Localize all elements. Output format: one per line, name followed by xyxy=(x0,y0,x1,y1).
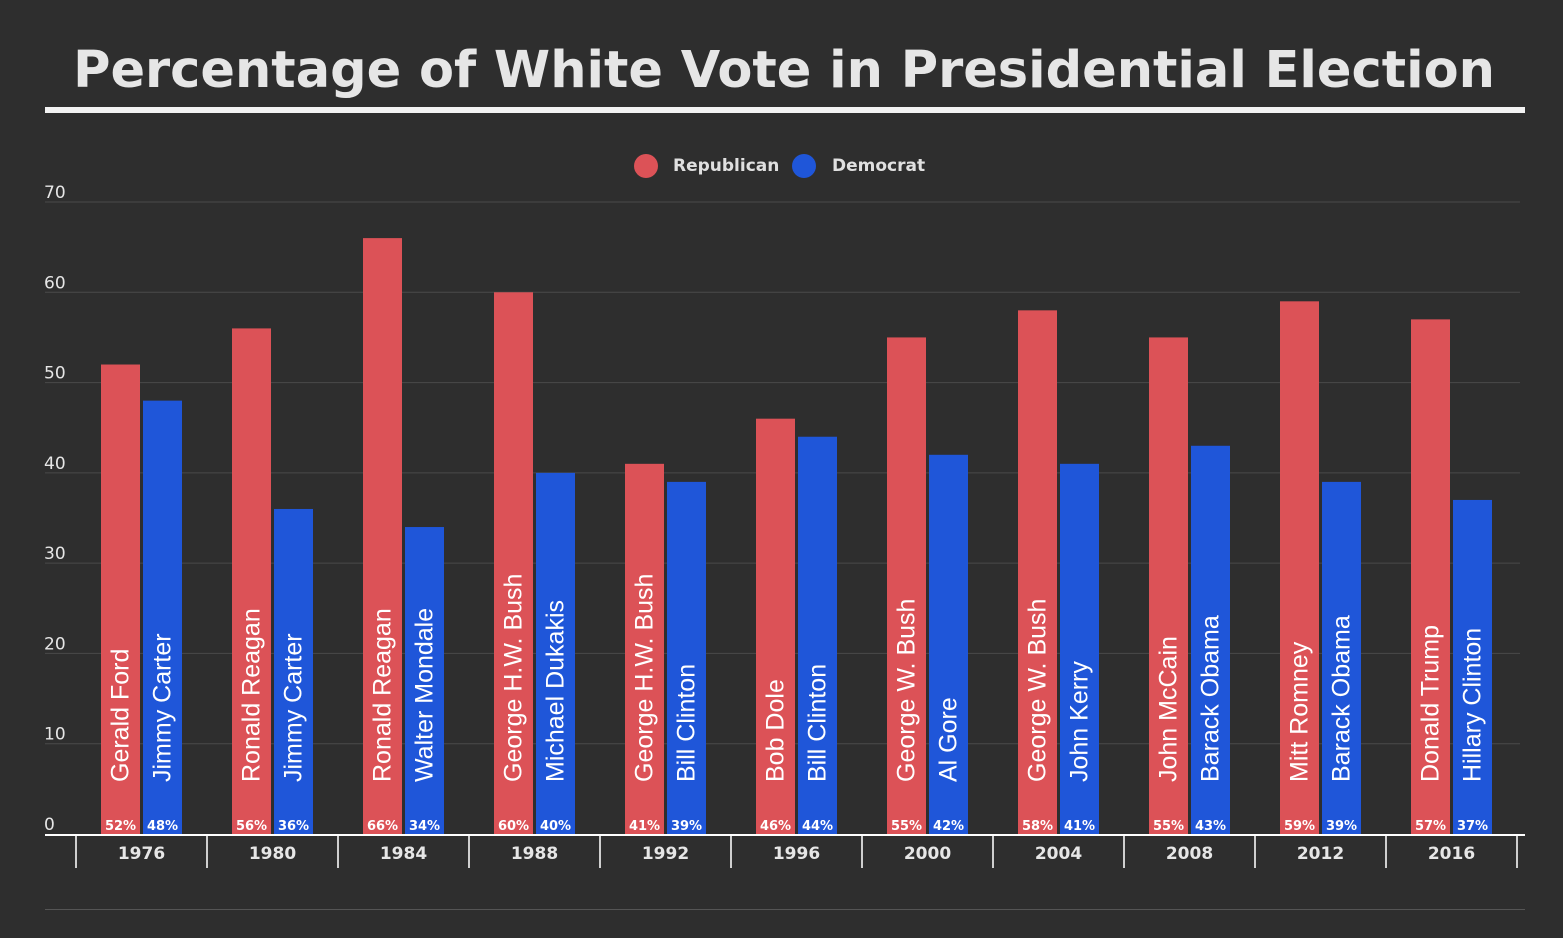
y-tick-label: 20 xyxy=(44,634,66,654)
bar-democrat xyxy=(1322,481,1361,834)
bar-candidate-label: George H.W. Bush xyxy=(500,574,528,782)
bar-value-label: 59% xyxy=(1284,819,1315,834)
bar-republican xyxy=(1018,310,1057,834)
bar-value-label: 42% xyxy=(933,819,964,834)
y-tick-label: 70 xyxy=(44,183,66,203)
bar-value-label: 37% xyxy=(1457,819,1488,834)
bar-candidate-label: George W. Bush xyxy=(1024,599,1052,782)
bar-candidate-label: Bill Clinton xyxy=(673,664,701,782)
bar-republican xyxy=(101,364,140,834)
bar-value-label: 60% xyxy=(498,819,529,834)
title-underline xyxy=(45,107,1525,113)
bar-candidate-label: Bill Clinton xyxy=(804,664,832,782)
bar-candidate-label: Al Gore xyxy=(935,697,963,782)
bar-value-label: 39% xyxy=(671,819,702,834)
bar-candidate-label: Ronald Reagan xyxy=(369,608,397,782)
bar-republican xyxy=(1411,319,1450,834)
bar-value-label: 34% xyxy=(409,819,440,834)
bar-democrat xyxy=(1060,463,1099,834)
bar-value-label: 58% xyxy=(1022,819,1053,834)
bar-republican xyxy=(1280,301,1319,834)
bar-republican xyxy=(232,328,271,834)
chart-title: Percentage of White Vote in Presidential… xyxy=(73,41,1495,100)
legend-republican-label: Republican xyxy=(673,156,779,176)
bar-democrat xyxy=(405,527,444,834)
bar-value-label: 39% xyxy=(1326,819,1357,834)
bar-value-label: 44% xyxy=(802,819,833,834)
bar-candidate-label: John Kerry xyxy=(1066,661,1094,782)
bottom-rule xyxy=(45,909,1525,910)
x-axis: 1976 1980 1984 1988 1992 1996 2000 2004 2008 2012… xyxy=(45,834,1525,868)
bar-democrat xyxy=(536,472,575,834)
bar-candidate-label: George W. Bush xyxy=(893,599,921,782)
bar-candidate-label: John McCain xyxy=(1155,636,1183,782)
bar-value-label: 56% xyxy=(236,819,267,834)
bar-democrat xyxy=(274,508,313,834)
bar-democrat xyxy=(1191,445,1230,834)
bar-candidate-label: Donald Trump xyxy=(1417,625,1445,782)
bar-value-label: 41% xyxy=(1064,819,1095,834)
bar-candidate-label: George H.W. Bush xyxy=(631,574,659,782)
x-tick-label: 1988 xyxy=(511,844,558,864)
bar-value-label: 36% xyxy=(278,819,309,834)
x-tick-label: 1992 xyxy=(642,844,689,864)
x-tick-label: 1980 xyxy=(249,844,296,864)
y-tick-label: 10 xyxy=(44,725,66,745)
bar-value-label: 48% xyxy=(147,819,178,834)
x-tick-label: 2016 xyxy=(1428,844,1475,864)
bar-republican xyxy=(363,238,402,835)
bar-value-label: 40% xyxy=(540,819,571,834)
bar-candidate-label: Bob Dole xyxy=(762,679,790,782)
bar-candidate-label: Ronald Reagan xyxy=(238,608,266,782)
bar-value-label: 55% xyxy=(891,819,922,834)
bar-candidate-label: Barack Obama xyxy=(1197,615,1225,782)
bar-candidate-label: Walter Mondale xyxy=(411,608,439,782)
y-axis-ticks: 0 10 20 30 40 50 60 70 xyxy=(44,183,66,835)
bars: Gerald Ford 52% Jimmy Carter 48% Ronald Reag… xyxy=(101,238,1492,835)
bar-republican xyxy=(1149,337,1188,834)
bar-democrat xyxy=(667,481,706,834)
legend-democrat-label: Democrat xyxy=(832,156,925,176)
bar-candidate-label: Barack Obama xyxy=(1328,615,1356,782)
bar-candidate-label: Michael Dukakis xyxy=(542,600,570,782)
bar-democrat xyxy=(798,436,837,834)
bar-democrat xyxy=(1453,499,1492,834)
x-tick-label: 1984 xyxy=(380,844,427,864)
legend: Republican Democrat xyxy=(634,154,925,178)
x-tick-label: 1976 xyxy=(118,844,165,864)
y-tick-label: 60 xyxy=(44,273,66,293)
bar-candidate-label: Mitt Romney xyxy=(1286,641,1314,782)
x-tick-label: 2008 xyxy=(1166,844,1213,864)
bar-candidate-label: Jimmy Carter xyxy=(149,633,177,782)
bar-republican xyxy=(887,337,926,834)
bar-value-label: 52% xyxy=(105,819,136,834)
bar-candidate-label: Gerald Ford xyxy=(107,649,135,782)
x-tick-label: 2012 xyxy=(1297,844,1344,864)
legend-republican-marker xyxy=(634,154,658,178)
bar-republican xyxy=(494,292,533,834)
legend-democrat-marker xyxy=(792,154,816,178)
y-tick-label: 0 xyxy=(44,815,55,835)
bar-value-label: 41% xyxy=(629,819,660,834)
bar-republican xyxy=(756,418,795,834)
x-tick-label: 2000 xyxy=(904,844,951,864)
y-tick-label: 40 xyxy=(44,454,66,474)
y-tick-label: 50 xyxy=(44,364,66,384)
bar-value-label: 57% xyxy=(1415,819,1446,834)
x-tick-label: 1996 xyxy=(773,844,820,864)
bar-value-label: 55% xyxy=(1153,819,1184,834)
bar-democrat xyxy=(929,454,968,834)
y-tick-label: 30 xyxy=(44,544,66,564)
bar-candidate-label: Jimmy Carter xyxy=(280,633,308,782)
bar-value-label: 43% xyxy=(1195,819,1226,834)
x-tick-label: 2004 xyxy=(1035,844,1082,864)
bar-candidate-label: Hillary Clinton xyxy=(1459,628,1487,782)
bar-value-label: 46% xyxy=(760,819,791,834)
bar-value-label: 66% xyxy=(367,819,398,834)
bar-democrat xyxy=(143,400,182,834)
bar-republican xyxy=(625,463,664,834)
